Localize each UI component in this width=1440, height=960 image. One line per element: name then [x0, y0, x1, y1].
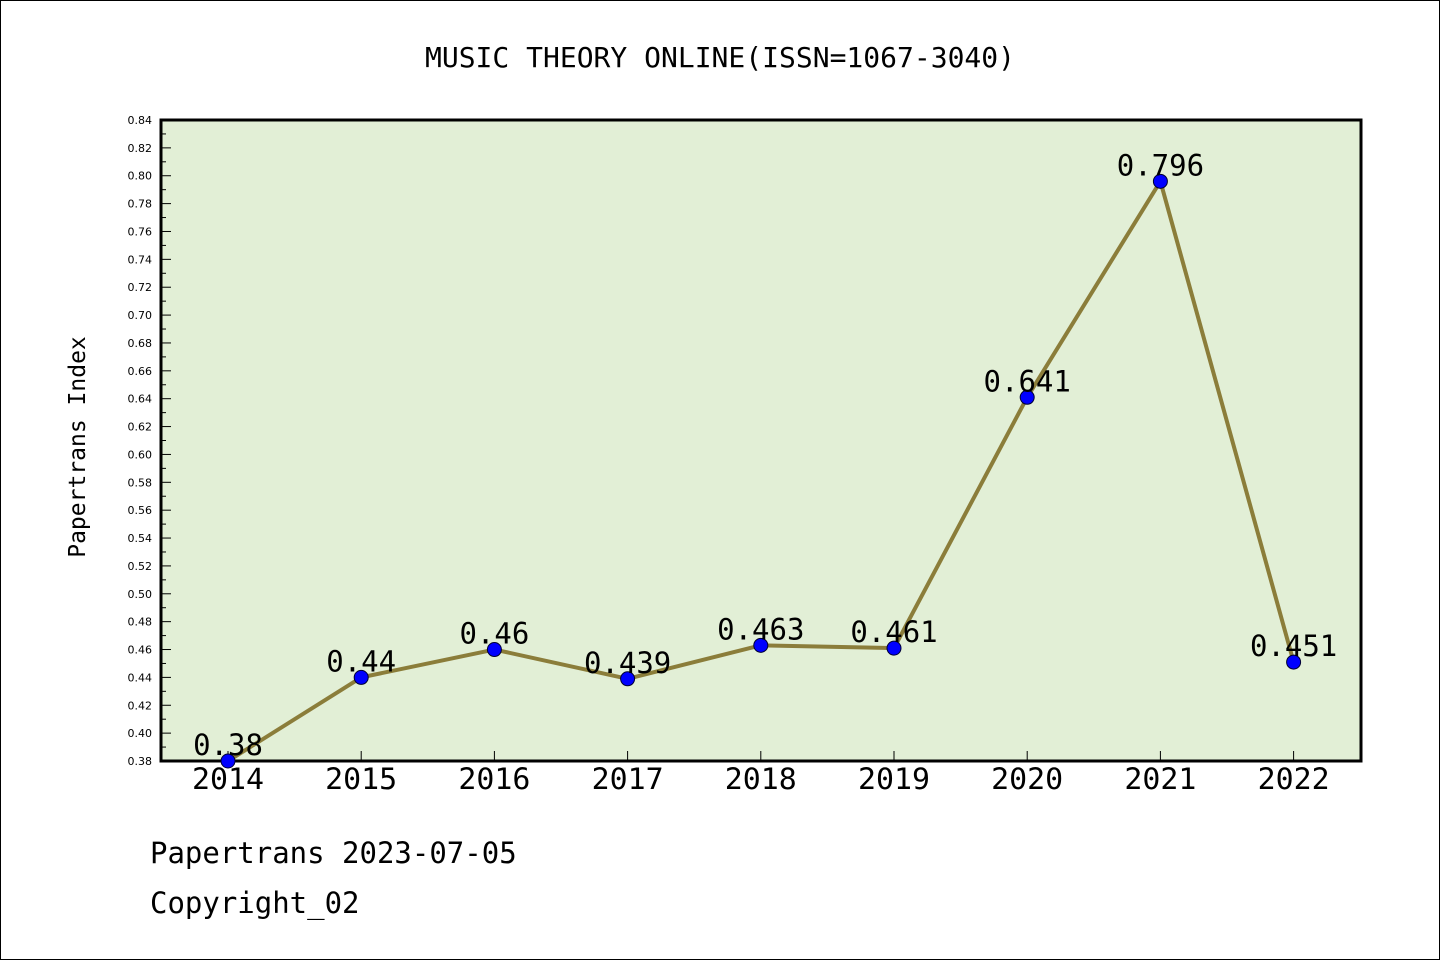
- data-point: [1019, 389, 1035, 405]
- y-tick-label: 0.74: [128, 253, 153, 266]
- y-tick-label: 0.56: [128, 504, 153, 517]
- x-axis: 2014 2015 2016 2017 2018 2019 2020 2021 2022: [192, 751, 1330, 796]
- data-point: [220, 753, 236, 769]
- data-point: [353, 669, 369, 685]
- y-tick-label: 0.64: [128, 393, 153, 406]
- y-tick-label: 0.60: [128, 448, 153, 461]
- y-tick-label: 0.52: [128, 560, 153, 573]
- x-tick-label: 2018: [725, 762, 797, 796]
- x-tick-label: 2015: [325, 762, 397, 796]
- chart-title: MUSIC THEORY ONLINE(ISSN=1067-3040): [425, 41, 1015, 74]
- data-label: 0.44: [326, 644, 396, 678]
- data-point: [486, 642, 502, 658]
- y-tick-label: 0.42: [128, 699, 153, 712]
- footer-date: Papertrans 2023-07-05: [150, 836, 517, 870]
- y-tick-label: 0.40: [128, 727, 153, 740]
- data-label: 0.38: [193, 728, 263, 762]
- y-tick-label: 0.46: [128, 644, 153, 657]
- y-tick-label: 0.76: [128, 225, 153, 238]
- y-tick-label: 0.62: [128, 421, 153, 434]
- y-axis: 0.38 0.40 0.42 0.44 0.46 0.48 0.50 0.52 0.54 0.56…: [128, 114, 171, 768]
- y-tick-label: 0.38: [128, 755, 153, 768]
- y-tick-label: 0.70: [128, 309, 153, 322]
- data-label: 0.796: [1117, 148, 1204, 182]
- data-label: 0.439: [584, 646, 671, 680]
- data-point: [620, 671, 636, 687]
- plot-area: [159, 118, 1363, 763]
- x-tick-label: 2016: [458, 762, 530, 796]
- y-tick-label: 0.50: [128, 588, 153, 601]
- x-tick-label: 2021: [1124, 762, 1196, 796]
- y-tick-label: 0.44: [128, 671, 153, 684]
- data-point: [1286, 654, 1302, 670]
- x-tick-label: 2019: [858, 762, 930, 796]
- y-tick-label: 0.82: [128, 142, 153, 155]
- x-tick-label: 2020: [991, 762, 1063, 796]
- y-tick-label: 0.48: [128, 616, 153, 629]
- y-tick-label: 0.68: [128, 337, 153, 350]
- data-point: [1152, 173, 1168, 189]
- y-tick-label: 0.72: [128, 281, 153, 294]
- x-tick-label: 2022: [1258, 762, 1330, 796]
- data-label: 0.641: [984, 364, 1071, 398]
- y-tick-label: 0.58: [128, 476, 153, 489]
- data-label: 0.461: [850, 615, 937, 649]
- data-point: [886, 640, 902, 656]
- data-label: 0.463: [717, 612, 804, 646]
- data-points: [220, 173, 1302, 769]
- data-label: 0.451: [1250, 629, 1337, 663]
- data-label: 0.46: [459, 617, 529, 651]
- y-tick-label: 0.54: [128, 532, 153, 545]
- y-tick-label: 0.78: [128, 198, 153, 211]
- y-tick-label: 0.84: [128, 114, 153, 127]
- x-tick-label: 2017: [592, 762, 664, 796]
- y-tick-label: 0.80: [128, 170, 153, 183]
- y-tick-label: 0.66: [128, 365, 153, 378]
- data-labels: 0.38 0.44 0.46 0.439 0.463 0.461 0.641 0.796 0.4…: [193, 148, 1337, 762]
- data-point: [753, 637, 769, 653]
- footer-copyright: Copyright_02: [150, 886, 360, 920]
- y-axis-label: Papertrans Index: [65, 336, 91, 558]
